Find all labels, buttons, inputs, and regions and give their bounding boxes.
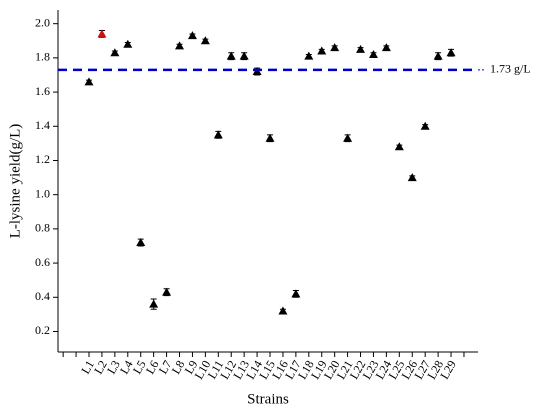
- x-tick-label: L3: [104, 358, 123, 377]
- point: [136, 238, 146, 247]
- x-tick-label: L2: [91, 358, 110, 377]
- point: [110, 48, 120, 57]
- point: [149, 299, 159, 308]
- point: [394, 142, 404, 151]
- point: [433, 51, 443, 60]
- point: [239, 51, 249, 60]
- y-tick-label: 1.4: [35, 118, 50, 132]
- point: [226, 51, 236, 60]
- y-tick-label: 1.8: [35, 50, 50, 64]
- point: [343, 133, 353, 142]
- point: [407, 173, 417, 182]
- point: [304, 51, 314, 60]
- point: [175, 41, 185, 50]
- y-axis-label: L-lysine yield(g/L): [7, 124, 23, 239]
- x-tick-label: L8: [169, 358, 188, 377]
- y-tick-label: 1.6: [35, 84, 50, 98]
- point: [162, 287, 172, 296]
- x-tick-label: L9: [182, 358, 201, 377]
- point: [420, 121, 430, 130]
- y-tick-label: 0.4: [35, 289, 50, 303]
- point: [265, 133, 275, 142]
- point: [446, 48, 456, 57]
- reference-label: 1.73 g/L: [490, 62, 531, 76]
- y-tick-label: 0.8: [35, 221, 50, 235]
- y-tick-label: 0.6: [35, 255, 50, 269]
- point: [356, 44, 366, 53]
- x-tick-label: L5: [130, 358, 149, 377]
- x-tick-label: L4: [117, 358, 136, 377]
- point: [368, 49, 378, 58]
- x-tick-label: L29: [437, 358, 459, 382]
- point: [97, 29, 107, 38]
- point: [84, 77, 94, 86]
- y-tick-label: 1.2: [35, 152, 50, 166]
- point: [187, 31, 197, 40]
- y-tick-label: 1.0: [35, 186, 50, 200]
- point: [330, 43, 340, 52]
- y-tick-label: 0.2: [35, 323, 50, 337]
- point: [213, 130, 223, 139]
- x-tick-label: L7: [156, 358, 175, 377]
- x-tick-label: L6: [143, 358, 162, 377]
- x-axis-label: Strains: [247, 391, 289, 407]
- point: [381, 43, 391, 52]
- point: [200, 36, 210, 45]
- x-tick-label: L1: [78, 358, 97, 377]
- point: [317, 46, 327, 55]
- point: [291, 289, 301, 298]
- point: [278, 306, 288, 315]
- point: [123, 39, 133, 48]
- y-tick-label: 2.0: [35, 15, 50, 29]
